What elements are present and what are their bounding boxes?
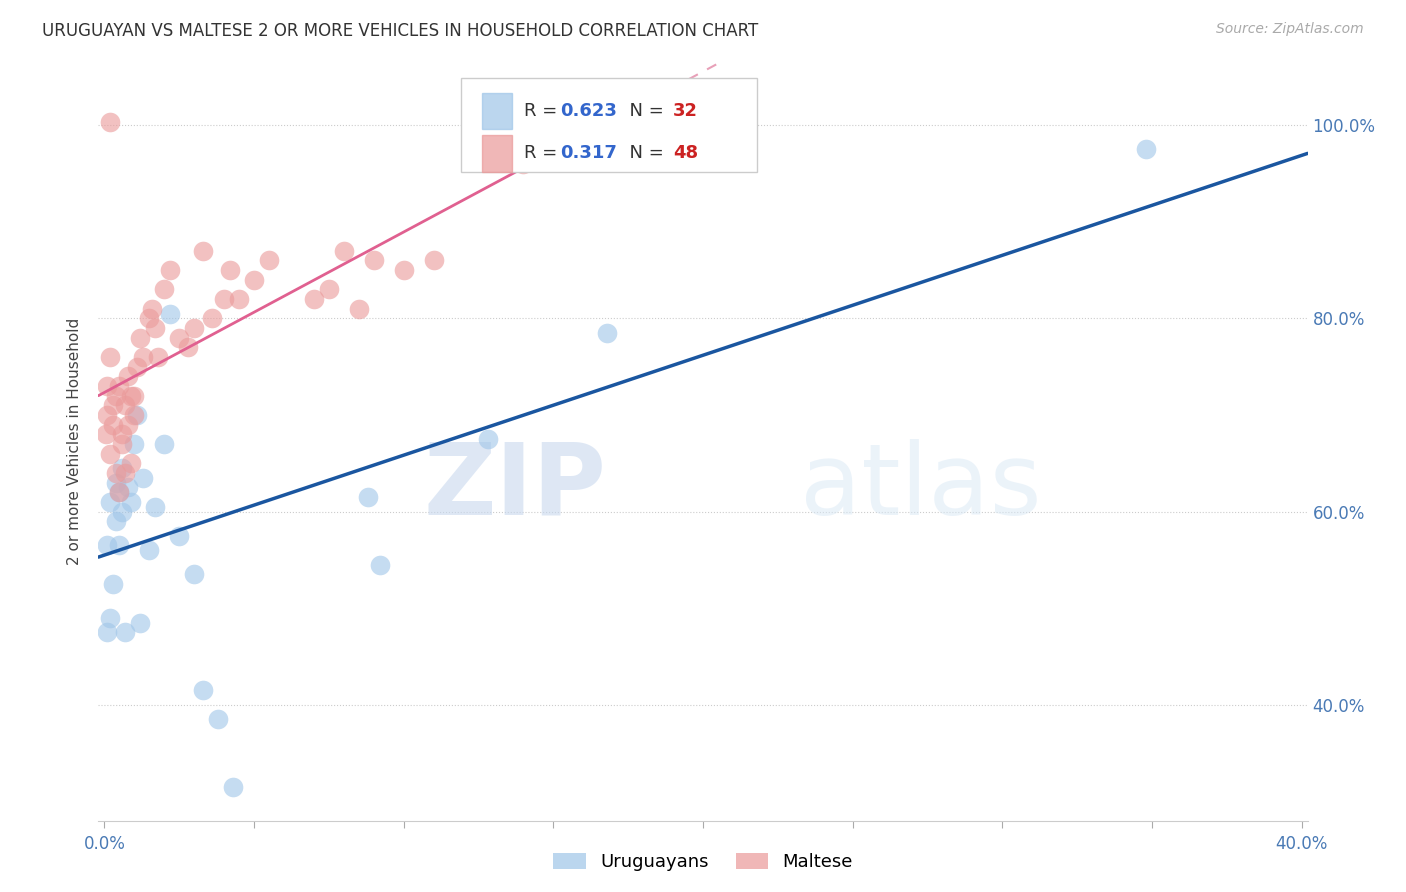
Point: [120, 456, 142, 470]
Text: 32: 32: [673, 102, 697, 120]
Point: [127, 359, 149, 374]
Point: [193, 683, 215, 698]
Point: [100, 350, 122, 364]
Text: Source: ZipAtlas.com: Source: ZipAtlas.com: [1216, 22, 1364, 37]
Text: N =: N =: [619, 145, 669, 162]
Point: [117, 369, 139, 384]
Text: atlas: atlas: [800, 439, 1042, 535]
Point: [512, 157, 534, 171]
Point: [103, 398, 125, 412]
Point: [138, 543, 160, 558]
Point: [120, 389, 142, 403]
Bar: [482, 93, 512, 129]
Point: [219, 263, 242, 277]
Point: [257, 253, 280, 268]
Point: [111, 427, 134, 442]
Point: [100, 495, 122, 509]
Point: [183, 567, 205, 582]
Point: [177, 340, 200, 354]
Point: [96, 625, 118, 640]
Point: [108, 379, 131, 393]
Point: [392, 263, 415, 277]
Point: [333, 244, 356, 258]
Point: [201, 311, 224, 326]
Text: 0.317: 0.317: [561, 145, 617, 162]
Y-axis label: 2 or more Vehicles in Household: 2 or more Vehicles in Household: [67, 318, 83, 566]
Point: [153, 437, 176, 451]
Point: [318, 282, 340, 296]
Point: [193, 244, 215, 258]
Point: [120, 495, 142, 509]
Bar: [482, 136, 512, 171]
Point: [357, 490, 380, 504]
Point: [100, 447, 122, 461]
Point: [207, 712, 229, 726]
Point: [302, 292, 325, 306]
Text: ZIP: ZIP: [423, 439, 606, 535]
Point: [129, 615, 152, 630]
Point: [111, 437, 134, 451]
Point: [127, 408, 149, 422]
Point: [105, 389, 128, 403]
Point: [103, 417, 125, 432]
Text: N =: N =: [619, 102, 669, 120]
Point: [100, 115, 122, 129]
Text: 0.623: 0.623: [561, 102, 617, 120]
Point: [222, 780, 245, 794]
Point: [159, 263, 181, 277]
Point: [228, 292, 250, 306]
Point: [422, 253, 444, 268]
Point: [108, 538, 131, 552]
Legend: Uruguayans, Maltese: Uruguayans, Maltese: [546, 846, 860, 879]
Point: [368, 558, 391, 572]
Text: URUGUAYAN VS MALTESE 2 OR MORE VEHICLES IN HOUSEHOLD CORRELATION CHART: URUGUAYAN VS MALTESE 2 OR MORE VEHICLES …: [42, 22, 758, 40]
Point: [114, 466, 136, 480]
Point: [105, 466, 128, 480]
Point: [117, 417, 139, 432]
Point: [143, 500, 166, 514]
Point: [167, 331, 190, 345]
Point: [114, 398, 136, 412]
Point: [124, 389, 146, 403]
Point: [243, 273, 266, 287]
Point: [141, 301, 163, 316]
Point: [124, 408, 146, 422]
Point: [108, 485, 131, 500]
Point: [94, 427, 117, 442]
Text: R =: R =: [524, 102, 562, 120]
Point: [148, 350, 170, 364]
Point: [105, 475, 128, 490]
Point: [103, 577, 125, 591]
Point: [132, 471, 155, 485]
Point: [96, 379, 118, 393]
Point: [167, 529, 190, 543]
Point: [111, 505, 134, 519]
Point: [477, 432, 499, 446]
Point: [108, 485, 131, 500]
Point: [183, 321, 205, 335]
Point: [111, 461, 134, 475]
Point: [117, 480, 139, 494]
Point: [596, 326, 619, 340]
Point: [100, 611, 122, 625]
Point: [96, 538, 118, 552]
Point: [96, 408, 118, 422]
Point: [138, 311, 160, 326]
Point: [132, 350, 155, 364]
Point: [129, 331, 152, 345]
Point: [143, 321, 166, 335]
Point: [124, 437, 146, 451]
Point: [153, 282, 176, 296]
Point: [363, 253, 385, 268]
Text: 48: 48: [673, 145, 697, 162]
Point: [114, 625, 136, 640]
Text: R =: R =: [524, 145, 562, 162]
Point: [105, 514, 128, 528]
Point: [347, 301, 370, 316]
Point: [1135, 142, 1157, 156]
Point: [212, 292, 235, 306]
Point: [159, 307, 181, 321]
FancyBboxPatch shape: [461, 78, 758, 172]
